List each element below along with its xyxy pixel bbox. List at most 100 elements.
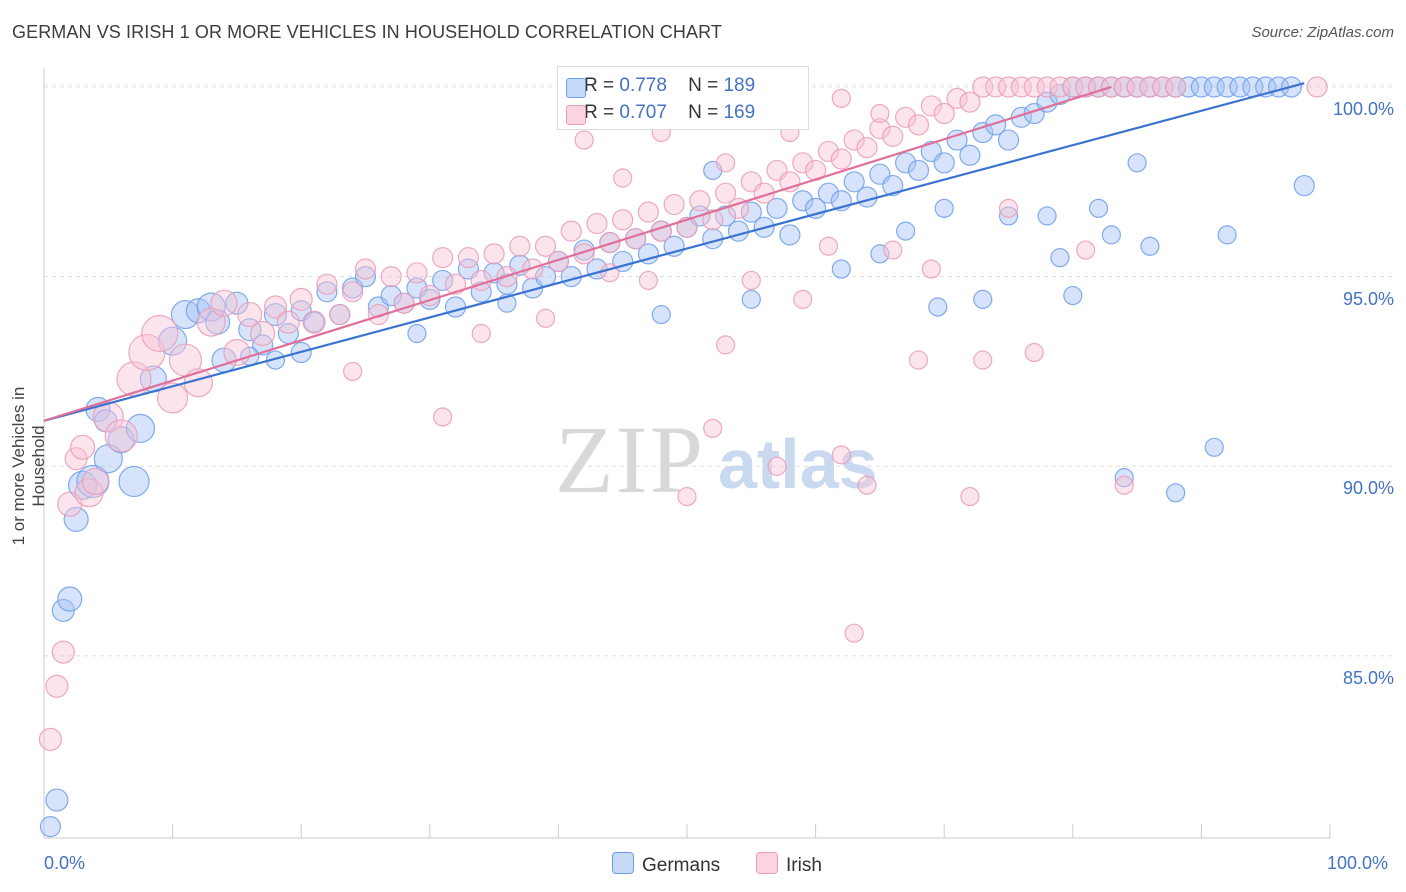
irish-point-99 [870,103,890,124]
irish-point-82 [1049,76,1071,98]
irish-point-93 [574,130,594,150]
irish-point-32 [406,262,428,284]
german-point-107 [1101,225,1121,245]
irish-point-20 [250,320,276,347]
german-point-63 [779,224,801,246]
irish-point-84 [1075,76,1097,98]
irish-point-100 [677,487,697,507]
german-point-106 [1050,248,1070,268]
irish-trend-line [43,85,1112,422]
german-point-97 [1216,76,1238,98]
irish-point-2 [51,640,75,664]
legend-n-value-germans: 189 [723,75,756,96]
german-point-77 [959,144,981,166]
irish-point-8 [92,401,124,433]
irish-point-37 [470,269,492,292]
irish-point-46 [586,212,608,235]
irish-point-21 [263,295,288,319]
irish-point-12 [141,314,179,353]
irish-point-72 [920,95,942,117]
irish-point-28 [354,258,377,280]
german-point-126 [1217,225,1237,245]
bottom-legend-swatch-irish [756,852,778,874]
irish-point-57 [727,197,750,219]
irish-point-24 [302,310,326,334]
stats-legend: R = 0.778 N = 189 R = 0.707 N = 169 [557,66,809,130]
german-point-69 [856,186,878,208]
german-point-3 [57,586,83,612]
irish-point-91 [1165,76,1187,98]
y-axis-title: 1 or more Vehicles in Household [9,386,48,546]
watermark: ZIP atlas [555,406,878,513]
irish-point-80 [1023,76,1045,98]
german-point-80 [997,129,1020,151]
german-point-36 [432,269,454,292]
irish-point-107 [973,350,993,370]
irish-point-89 [1139,76,1161,98]
german-point-60 [740,201,762,223]
bottom-legend-label-irish: Irish [786,855,822,876]
irish-point-66 [843,129,865,151]
irish-point-65 [830,148,852,170]
irish-point-67 [856,137,878,159]
german-point-0 [39,816,62,838]
irish-point-115 [471,323,491,344]
german-point-98 [1229,76,1251,98]
irish-point-120 [883,240,903,260]
german-point-75 [933,152,955,174]
german-point-94 [1177,76,1200,98]
legend-r-label: R = [584,75,615,96]
german-point-4 [63,506,89,532]
irish-point-92 [1306,76,1328,98]
german-point-72 [895,152,917,174]
german-point-122 [998,206,1019,226]
irish-point-76 [972,76,994,98]
german-point-105 [973,289,993,309]
german-point-66 [817,182,840,204]
irish-point-90 [1152,76,1174,98]
german-point-27 [316,281,338,303]
irish-point-5 [69,434,96,460]
german-point-112 [741,289,761,309]
german-point-58 [714,205,737,227]
german-point-104 [928,297,948,317]
irish-point-56 [714,182,737,204]
legend-swatch-germans [566,78,586,98]
irish-point-69 [882,125,904,147]
german-point-110 [1166,483,1186,503]
irish-point-96 [715,153,736,173]
german-point-124 [1088,198,1109,218]
bottom-legend-irish[interactable]: Irish [756,852,822,877]
irish-point-87 [1113,76,1135,98]
irish-point-122 [998,198,1019,218]
trend-lines [43,82,1305,422]
german-point-59 [727,220,750,242]
german-point-62 [766,197,788,219]
chart-source: Source: ZipAtlas.com [1251,24,1394,41]
irish-point-98 [831,88,851,108]
y-tick-label-1: 90.0% [1342,478,1394,499]
german-point-125 [1140,236,1160,256]
irish-point-9 [104,419,138,453]
irish-point-109 [1076,240,1096,260]
x-tick-label-min: 0.0% [44,853,86,873]
bottom-legend-germans[interactable]: Germans [612,852,720,877]
german-trend-line [43,82,1305,422]
irish-point-77 [985,76,1007,98]
irish-point-44 [560,220,582,242]
irish-point-70 [895,106,917,128]
irish-point-55 [702,209,724,231]
german-point-26 [303,311,325,333]
irish-point-101 [703,418,723,438]
irish-point-17 [210,289,238,317]
legend-row-germans: R = 0.778 N = 189 [566,75,756,99]
irish-point-42 [534,235,557,257]
irish-point-118 [793,289,813,309]
irish-point-74 [946,87,968,109]
german-point-30 [354,266,377,288]
irish-point-54 [689,190,711,212]
irish-point-35 [444,273,467,295]
german-point-115 [651,304,671,325]
german-point-14 [158,326,188,356]
